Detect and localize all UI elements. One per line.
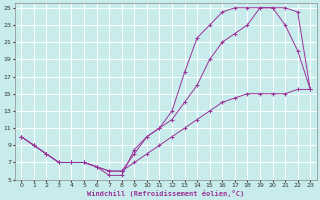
- X-axis label: Windchill (Refroidissement éolien,°C): Windchill (Refroidissement éolien,°C): [87, 190, 244, 197]
